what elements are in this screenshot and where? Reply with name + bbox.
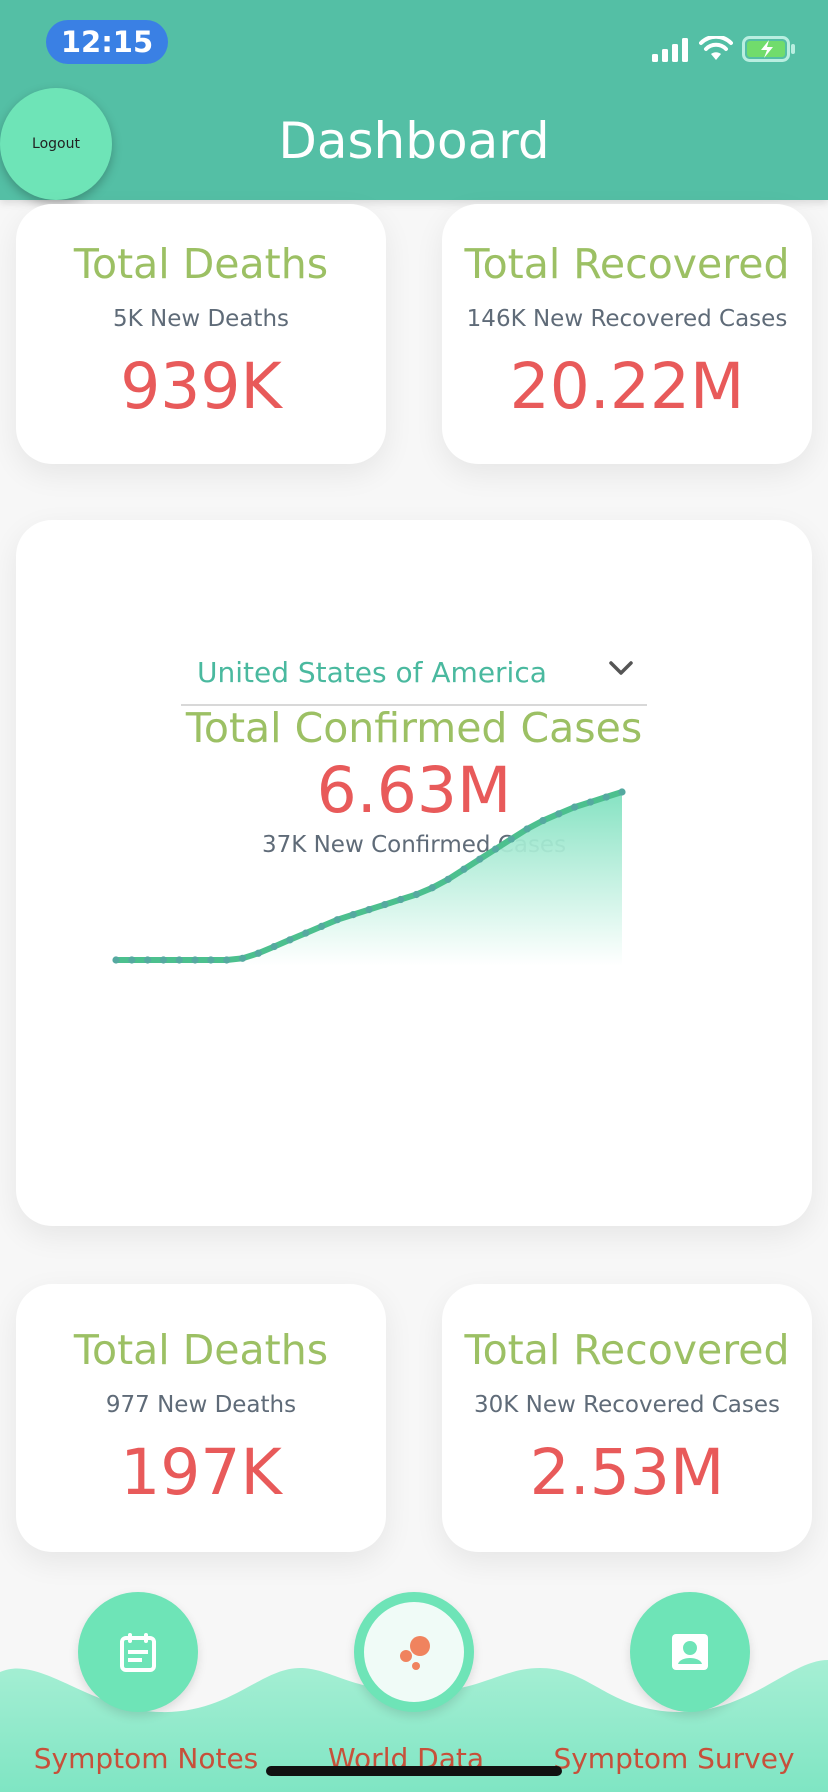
- home-indicator: [266, 1766, 562, 1776]
- country-deaths-card: Total Deaths 977 New Deaths 197K: [16, 1284, 386, 1552]
- battery-icon: [742, 36, 795, 62]
- chart-point: [207, 956, 215, 964]
- chart-point: [397, 895, 405, 904]
- bottom-nav-wave: [0, 1660, 828, 1792]
- card-value: 20.22M: [509, 350, 745, 423]
- nav-label-symptom-survey[interactable]: Symptom Survey: [553, 1742, 795, 1775]
- chart-point: [159, 956, 168, 964]
- card-value: 197K: [120, 1436, 282, 1509]
- chart-point: [144, 956, 152, 964]
- chart-point: [254, 949, 262, 957]
- world-data-icon: [400, 1636, 430, 1670]
- status-time: 12:15: [46, 20, 168, 64]
- card-title: Total Deaths: [73, 240, 329, 288]
- card-title: Total Confirmed Cases: [185, 704, 643, 752]
- chart-point: [381, 900, 389, 909]
- chevron-down-icon: [609, 661, 633, 675]
- card-subtitle: 5K New Deaths: [112, 306, 290, 332]
- chart-point: [128, 956, 136, 964]
- chart-point: [491, 845, 500, 853]
- global-recovered-card: Total Recovered 146K New Recovered Cases…: [442, 204, 812, 464]
- chart-point: [586, 798, 594, 806]
- chart-point: [223, 956, 231, 964]
- chart-point: [507, 835, 515, 843]
- chart-point: [112, 956, 120, 964]
- chart-point: [523, 825, 531, 833]
- logout-button[interactable]: Logout: [0, 88, 112, 200]
- card-value: 6.63M: [316, 754, 512, 827]
- chart-point: [476, 855, 484, 863]
- chart-point: [333, 916, 341, 924]
- chart-area-fill: [116, 792, 622, 966]
- global-deaths-card: Total Deaths 5K New Deaths 939K: [16, 204, 386, 464]
- bottom-nav: Symptom Notes World Data Symptom Survey: [0, 1580, 828, 1792]
- country-select[interactable]: United States of America: [181, 640, 647, 706]
- nav-label-symptom-notes[interactable]: Symptom Notes: [33, 1742, 259, 1775]
- nav-symptom-survey-button[interactable]: [630, 1592, 750, 1712]
- chart-point: [270, 942, 278, 951]
- chart-point: [428, 884, 436, 892]
- confirmed-cases-chart: [112, 788, 626, 966]
- card-value: 2.53M: [529, 1436, 725, 1509]
- chart-point: [286, 936, 294, 944]
- chart-point: [175, 956, 183, 964]
- nav-world-data-button[interactable]: [354, 1592, 474, 1712]
- country-select-value: United States of America: [197, 656, 547, 689]
- page-title: Dashboard: [278, 112, 550, 170]
- chart-point: [570, 803, 579, 811]
- chart-point: [349, 911, 357, 919]
- card-title: Total Recovered: [464, 1326, 790, 1374]
- chart-point: [539, 816, 547, 825]
- survey-icon: [672, 1634, 708, 1670]
- notes-icon: [120, 1633, 156, 1672]
- card-value: 939K: [120, 350, 282, 423]
- card-subtitle: 977 New Deaths: [105, 1392, 297, 1418]
- chart-point: [555, 810, 563, 818]
- chart-point: [238, 954, 247, 962]
- chart-point: [365, 906, 373, 914]
- card-subtitle: 146K New Recovered Cases: [466, 306, 788, 332]
- chart-point: [412, 890, 421, 899]
- chart-point: [191, 956, 199, 964]
- country-recovered-card: Total Recovered 30K New Recovered Cases …: [442, 1284, 812, 1552]
- chart-point: [317, 922, 326, 930]
- status-bar: 12:15: [0, 0, 828, 100]
- wifi-icon: [699, 36, 733, 60]
- chart-point: [302, 929, 310, 937]
- nav-symptom-notes-button[interactable]: [78, 1592, 198, 1712]
- logout-label: Logout: [32, 136, 80, 152]
- chart-point: [444, 875, 452, 883]
- card-title: Total Recovered: [464, 240, 790, 288]
- country-confirmed-card: United States of America Total Confirmed…: [16, 520, 812, 1226]
- chart-point: [602, 793, 610, 801]
- chart-point: [460, 865, 468, 873]
- signal-icon: [652, 38, 688, 62]
- chart-point: [618, 788, 626, 796]
- card-subtitle: 30K New Recovered Cases: [474, 1392, 780, 1418]
- card-title: Total Deaths: [73, 1326, 329, 1374]
